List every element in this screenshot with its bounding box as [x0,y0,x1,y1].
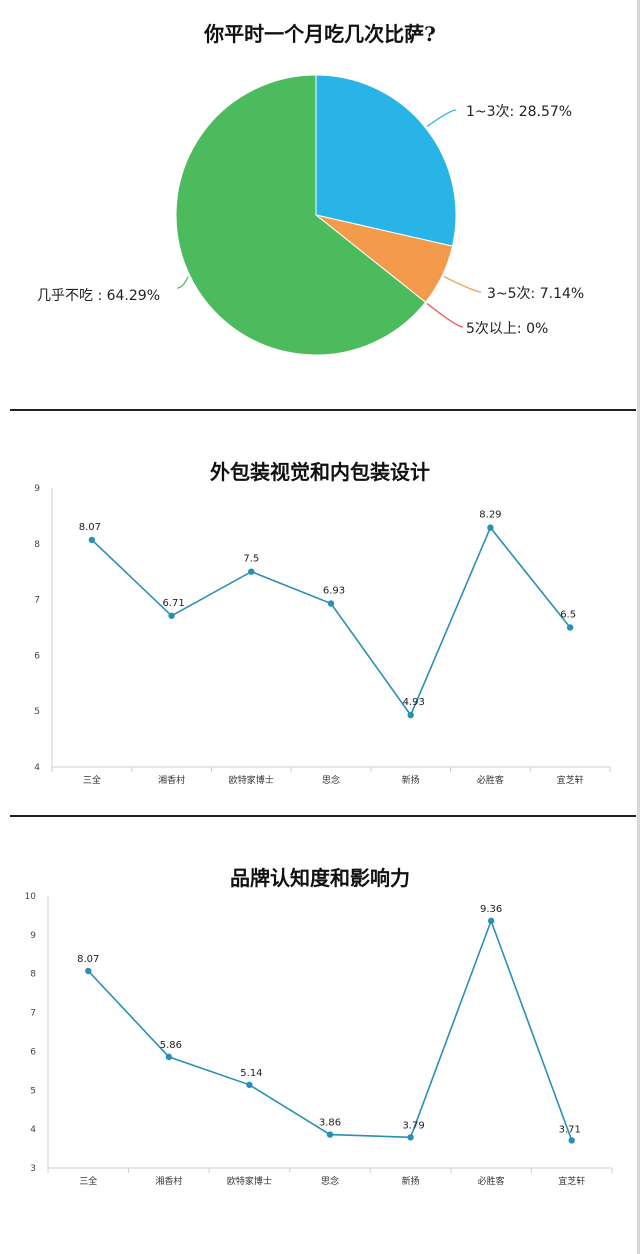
y-tick-label: 4 [30,1125,36,1135]
x-tick-label: 欧特家博士 [227,1175,272,1187]
pie-slice [315,74,457,247]
x-tick-label: 宜芝轩 [557,774,584,786]
data-point [568,1137,575,1144]
line-chart-1-title: 外包装视觉和内包装设计 [210,460,430,484]
x-tick-label: 欧特家博士 [229,774,274,786]
leader-line [443,276,482,293]
pie-label: 几乎不吃 : 64.29% [37,288,160,304]
y-tick-label: 5 [30,1086,36,1096]
y-tick-label: 9 [30,931,36,941]
data-point [566,624,574,631]
data-point [487,524,494,531]
leader-line [176,276,189,289]
y-tick-label: 10 [25,892,37,902]
data-point [88,536,96,544]
data-label: 6.93 [323,586,345,597]
data-label: 7.5 [243,554,259,565]
data-label: 6.71 [162,598,184,609]
data-label: 5.14 [240,1068,262,1079]
y-tick-label: 7 [30,1009,36,1019]
data-point [326,1131,334,1138]
data-label: 5.86 [160,1040,182,1051]
y-tick-label: 7 [34,596,40,606]
data-label: 8.29 [479,510,501,521]
data-label: 8.07 [79,522,101,533]
x-tick-label: 新扬 [402,774,420,786]
series-line [87,918,573,1141]
line-chart-2: 3 4 5 6 7 8 9 10 三全 湘香村 欧特家博士 思念 新扬 必胜客 宜芝轩 8.07 5.86 5.1… [25,892,613,1187]
data-label: 3.86 [319,1118,341,1129]
data-label: 4.93 [403,697,425,708]
data-label: 3.71 [559,1124,581,1135]
data-point [246,1081,253,1089]
pie-chart-panel: 1~3次: 28.57% 3~5次: 7.14% 5次以上: 0% 几乎不吃 : 64… [0,0,640,410]
data-point [248,568,255,575]
divider-2 [10,815,636,817]
y-tick-label: 4 [34,763,40,773]
data-label: 8.07 [77,954,99,965]
x-tick-label: 湘香村 [155,1175,182,1187]
line-chart-1: 4 5 6 7 8 9 三全 湘香村 欧特家博士 思念 新扬 必胜客 宜芝轩 8.07 6.71 7.5 6.9… [34,484,611,786]
data-point [487,917,495,925]
leader-line [426,109,457,127]
x-tick-label: 湘香村 [158,774,185,786]
divider-1 [10,409,636,411]
pie-chart: 1~3次: 28.57% 3~5次: 7.14% 5次以上: 0% 几乎不吃 : 64… [37,74,584,356]
series-line [91,526,571,717]
y-tick-label: 3 [30,1164,36,1174]
pie-label: 1~3次: 28.57% [466,104,572,120]
leader-line [426,303,464,328]
data-label: 9.36 [480,904,502,915]
data-point [168,612,175,619]
pie-label: 3~5次: 7.14% [487,286,584,302]
x-tick-label: 宜芝轩 [558,1175,585,1187]
x-tick-label: 思念 [321,1175,339,1187]
data-point [327,600,335,607]
pie-label: 5次以上: 0% [466,321,548,337]
data-label: 3.79 [402,1120,424,1131]
x-tick-label: 思念 [322,774,340,786]
data-point [407,711,414,719]
data-point [85,967,92,975]
right-edge-line [637,0,640,1254]
y-tick-label: 6 [30,1047,36,1057]
y-tick-label: 5 [34,707,40,717]
data-point [407,1134,414,1141]
y-tick-label: 9 [34,484,40,494]
line-chart-2-title: 品牌认知度和影响力 [230,866,410,890]
pie-slice [175,74,427,356]
x-tick-label: 必胜客 [478,1175,505,1187]
x-tick-label: 三全 [83,774,101,786]
data-point [165,1053,173,1061]
pie-chart-title: 你平时一个月吃几次比萨? [204,22,436,46]
y-tick-label: 6 [34,651,40,661]
y-tick-label: 8 [34,540,40,550]
line-chart-2-panel: 3 4 5 6 7 8 9 10 三全 湘香村 欧特家博士 思念 新扬 必胜客 宜芝轩 8.07 5.86 5.1… [0,818,640,1254]
x-tick-label: 新扬 [402,1175,420,1187]
x-tick-label: 必胜客 [477,774,504,786]
line-chart-1-panel: 4 5 6 7 8 9 三全 湘香村 欧特家博士 思念 新扬 必胜客 宜芝轩 8.07 6.71 7.5 6.9… [0,412,640,816]
data-label: 6.5 [560,610,576,621]
y-tick-label: 8 [30,970,36,980]
x-tick-label: 三全 [79,1175,97,1187]
